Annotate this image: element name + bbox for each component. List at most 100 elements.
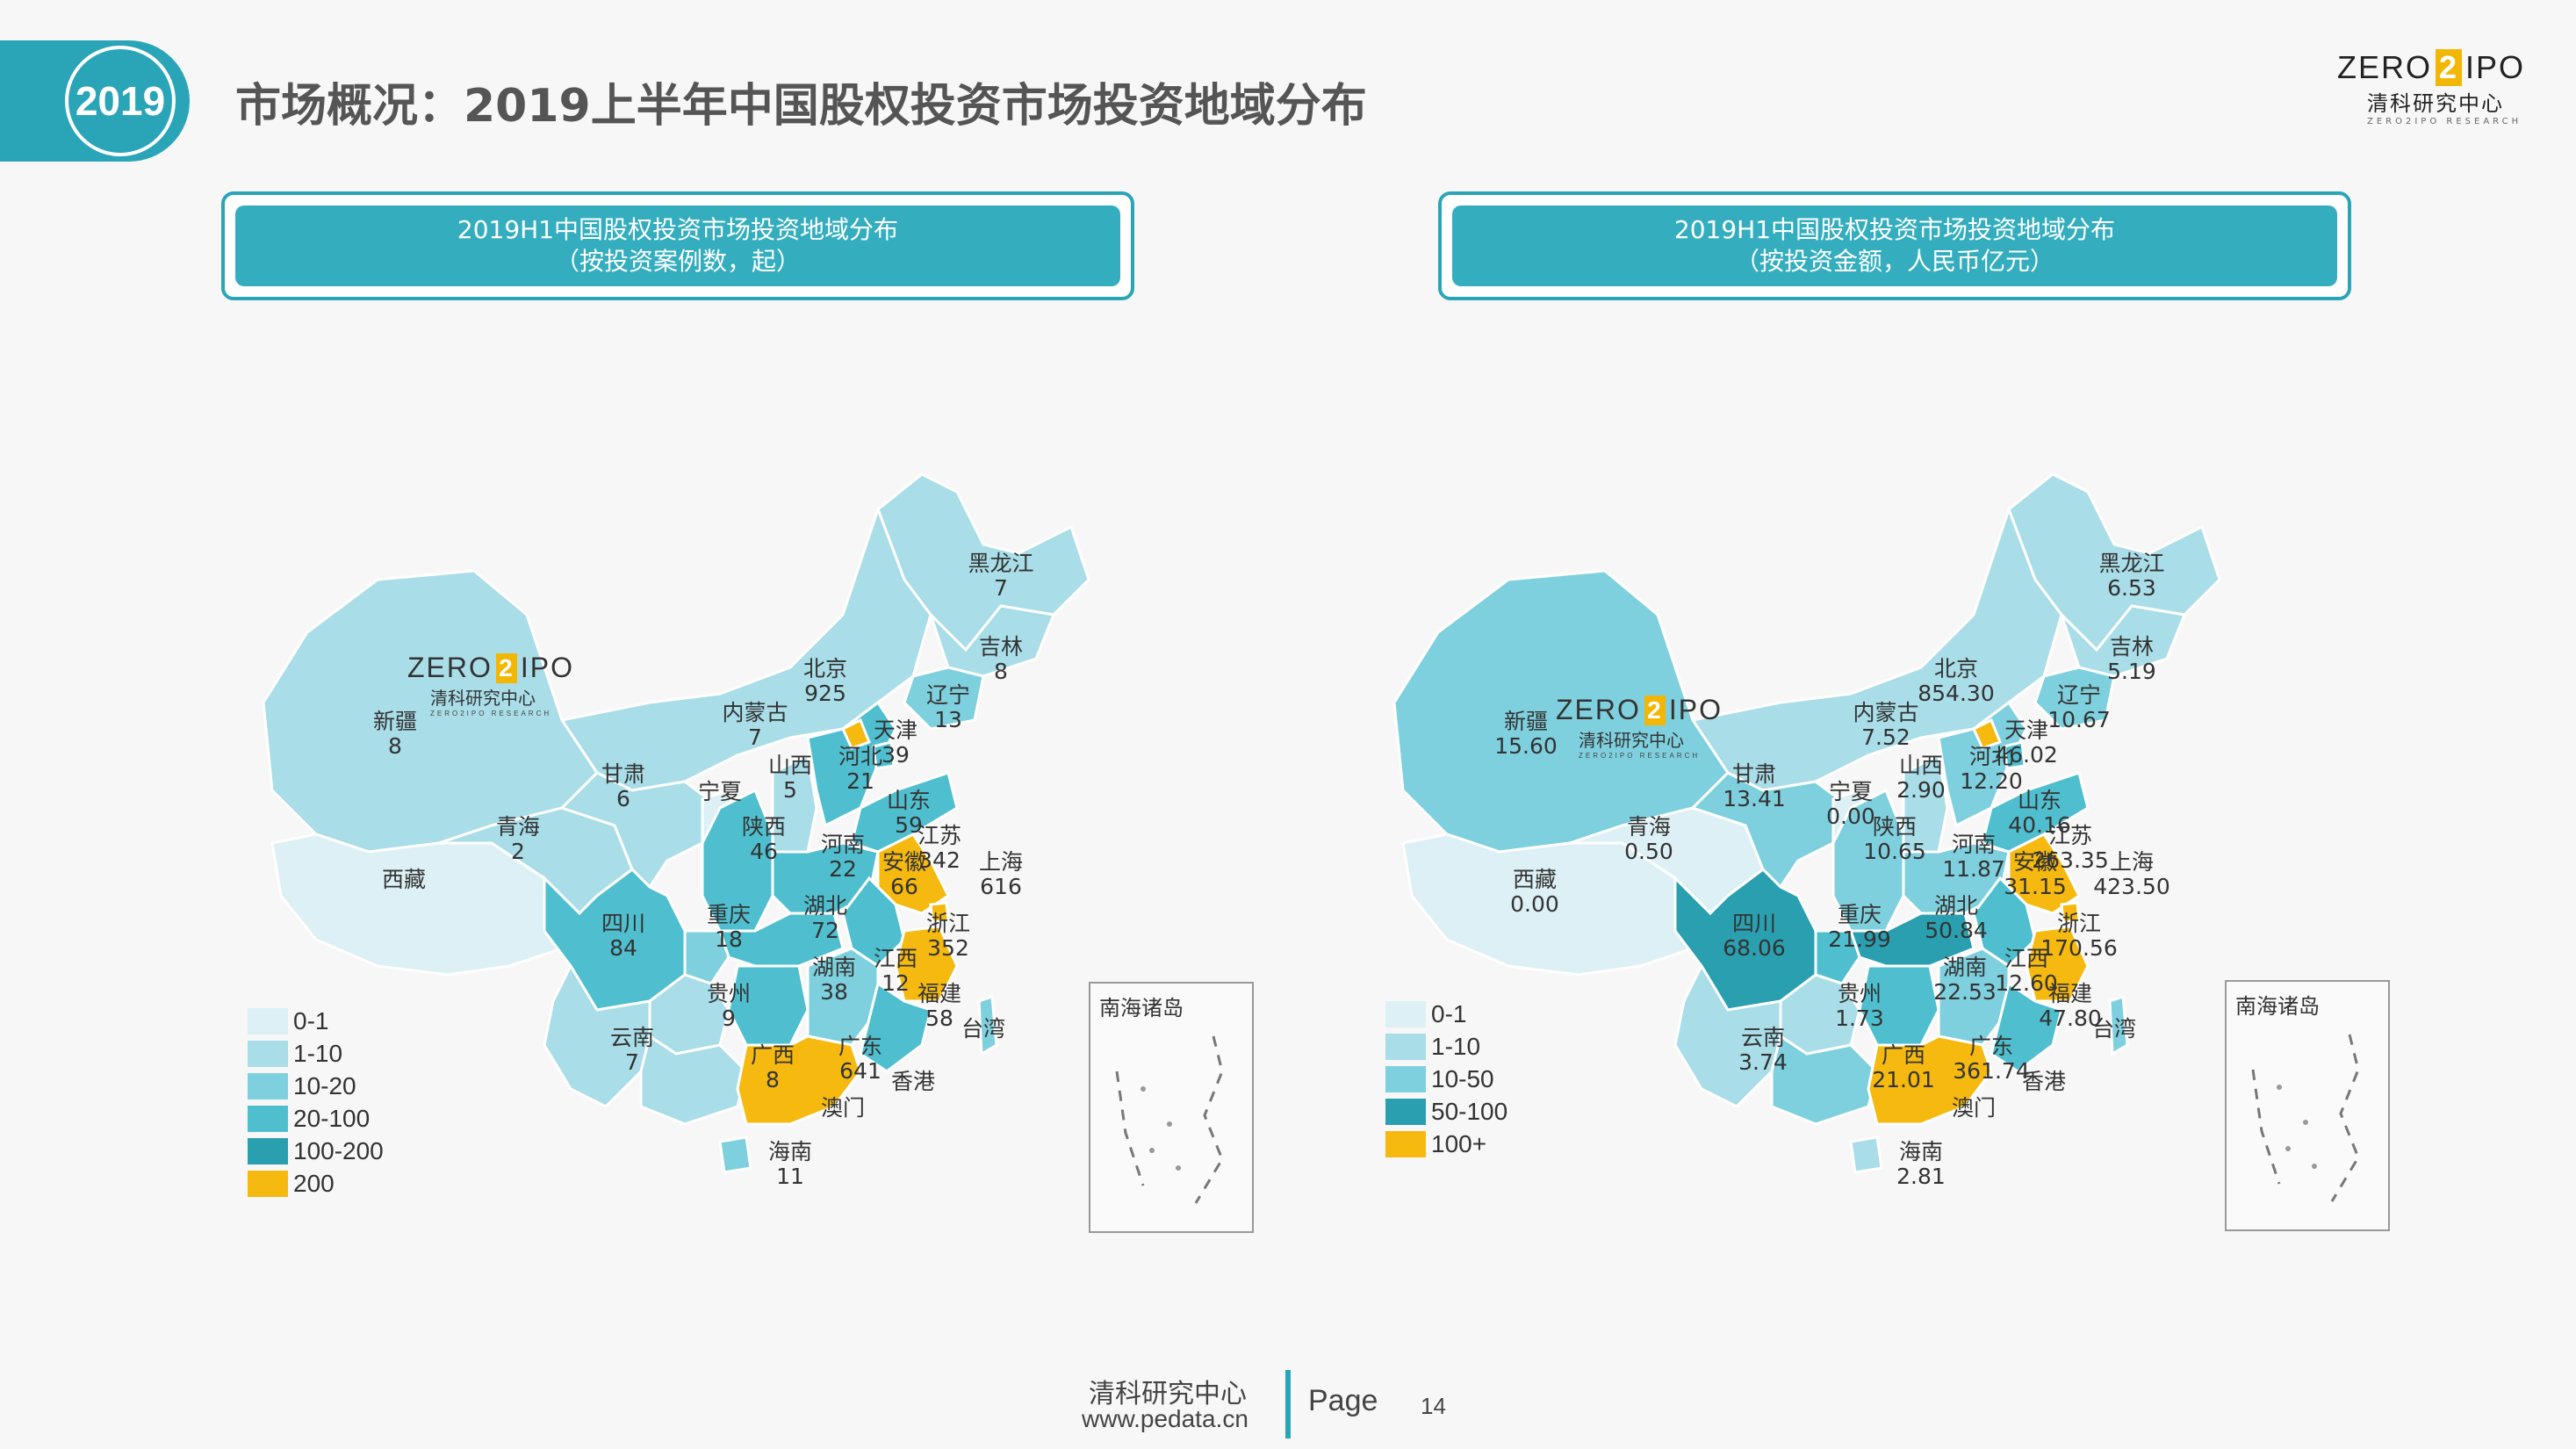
province-name-label: 青海	[1627, 814, 1671, 840]
province-value-label: 21.01	[1872, 1067, 1935, 1092]
province-name-label: 台湾	[961, 1016, 1005, 1042]
province-value-label: 361.74	[1953, 1058, 2029, 1084]
region-fujian	[1990, 981, 2063, 1073]
legend-swatch	[248, 1007, 288, 1034]
province-name-label: 广西	[751, 1042, 795, 1068]
province-value-label: 39	[881, 742, 910, 768]
province-name-label: 西藏	[1513, 867, 1557, 892]
province-name-label: 天津	[874, 717, 917, 743]
legend-label: 0-1	[293, 1006, 329, 1034]
right-panel-title: 2019H1中国股权投资市场投资地域分布	[1673, 215, 2116, 244]
province-name-label: 香港	[2022, 1069, 2066, 1094]
footer-page-number: 14	[1421, 1393, 1446, 1419]
right-watermark-word-left: ZERO	[1556, 694, 1641, 725]
province-value-label: 3.74	[1738, 1049, 1788, 1075]
province-value-label: 47.80	[2039, 1006, 2102, 1031]
province-name-label: 江西	[874, 946, 917, 971]
right-legend-item: 100+	[1385, 1128, 1507, 1160]
province-name-label: 广东	[1969, 1034, 2013, 1059]
province-value-label: 13	[934, 707, 962, 732]
left-watermark-digit: 2	[495, 652, 517, 683]
region-guangxi	[1770, 1034, 1879, 1126]
province-name-label: 江西	[2004, 946, 2048, 971]
province-name-label: 辽宁	[926, 682, 970, 708]
region-zhejiang	[894, 925, 959, 1003]
right-legend-item: 0-1	[1385, 998, 1507, 1030]
province-name-label: 广西	[1882, 1042, 1925, 1068]
province-name-label: 湖北	[803, 893, 847, 919]
province-name-label: 辽宁	[2057, 682, 2101, 708]
province-name-label: 河南	[821, 832, 865, 857]
right-legend-item: 1-10	[1385, 1030, 1507, 1063]
left-legend-item: 10-20	[248, 1070, 384, 1102]
province-name-label: 江苏	[917, 823, 961, 848]
region-shanghai	[2060, 901, 2081, 924]
region-tianjin	[2003, 740, 2026, 770]
right-south-china-sea-inset: 南海诸岛	[2225, 980, 2390, 1231]
region-guangxi	[639, 1034, 748, 1126]
province-value-label: 22	[829, 856, 857, 882]
footer-url[interactable]: www.pedata.cn	[1082, 1405, 1248, 1432]
province-value-label: 59	[895, 812, 923, 838]
legend-swatch	[248, 1137, 288, 1164]
province-value-label: 11.87	[1942, 856, 2005, 882]
region-liaoning	[903, 666, 985, 731]
left-panel-header: 2019H1中国股权投资市场投资地域分布 （按投资案例数，起）	[221, 191, 1134, 300]
province-value-label: 8	[388, 733, 402, 759]
region-yunnan	[543, 962, 651, 1108]
province-name-label: 云南	[1741, 1025, 1785, 1050]
province-value-label: 7	[748, 724, 762, 750]
province-value-label: 12	[881, 970, 910, 996]
region-taiwan	[2108, 994, 2129, 1056]
province-name-label: 福建	[2048, 981, 2092, 1006]
legend-swatch	[1385, 1130, 1426, 1157]
province-value-label: 641	[839, 1058, 881, 1084]
legend-label: 10-50	[1431, 1064, 1494, 1092]
legend-label: 50-100	[1431, 1097, 1508, 1125]
region-taiwan	[977, 994, 998, 1056]
legend-swatch	[1385, 1098, 1426, 1125]
logo-en: ZERO2IPO RESEARCH	[2367, 117, 2522, 126]
province-name-label: 内蒙古	[722, 700, 788, 725]
left-watermark-word-left: ZERO	[407, 652, 493, 683]
right-watermark-cn: 清科研究中心	[1579, 732, 1684, 751]
region-shanghai	[929, 901, 950, 924]
province-value-label: 2	[511, 839, 525, 864]
province-name-label: 宁夏	[698, 779, 742, 804]
province-value-label: 7	[994, 575, 1008, 601]
right-legend-item: 50-100	[1385, 1095, 1507, 1128]
legend-label: 100+	[1431, 1129, 1487, 1157]
province-name-label: 北京	[803, 656, 847, 681]
province-value-label: 66	[890, 874, 918, 899]
right-map-watermark: ZERO 2 IPO 清科研究中心 ZERO2IPO RESEARCH	[1556, 694, 1723, 760]
province-value-label: 12.20	[1960, 768, 2023, 794]
province-name-label: 黑龙江	[968, 551, 1033, 576]
footer-page-label: Page	[1308, 1384, 1378, 1417]
region-hainan	[1849, 1135, 1883, 1174]
inset-islands	[1115, 1035, 1224, 1204]
province-value-label: 46.02	[1995, 742, 2058, 768]
province-name-label: 陕西	[1873, 814, 1917, 840]
province-name-label: 上海	[2110, 849, 2154, 875]
region-hainan	[718, 1135, 752, 1174]
province-value-label: 170.56	[2040, 935, 2117, 961]
left-south-china-sea-inset: 南海诸岛	[1089, 982, 1254, 1233]
province-value-label: 68.06	[1723, 935, 1786, 961]
left-legend: 0-1 1-10 10-20 20-100 100-200 200	[248, 1005, 384, 1200]
province-name-label: 四川	[1732, 911, 1776, 936]
province-value-label: 84	[609, 935, 637, 961]
logo-word-right: IPO	[2465, 49, 2526, 85]
province-name-label: 河北	[1969, 744, 2013, 769]
province-value-label: 0.50	[1624, 839, 1673, 864]
left-legend-item: 0-1	[248, 1005, 384, 1037]
province-name-label: 重庆	[1838, 902, 1882, 927]
legend-swatch	[248, 1105, 288, 1132]
legend-label: 10-20	[293, 1071, 356, 1099]
province-value-label: 423.50	[2093, 874, 2169, 899]
province-name-label: 甘肃	[601, 761, 645, 787]
right-legend: 0-1 1-10 10-50 50-100 100+	[1385, 998, 1507, 1160]
right-watermark-digit: 2	[1644, 695, 1666, 725]
region-guangdong	[1867, 1034, 1993, 1126]
left-watermark-word-right: IPO	[520, 652, 575, 683]
